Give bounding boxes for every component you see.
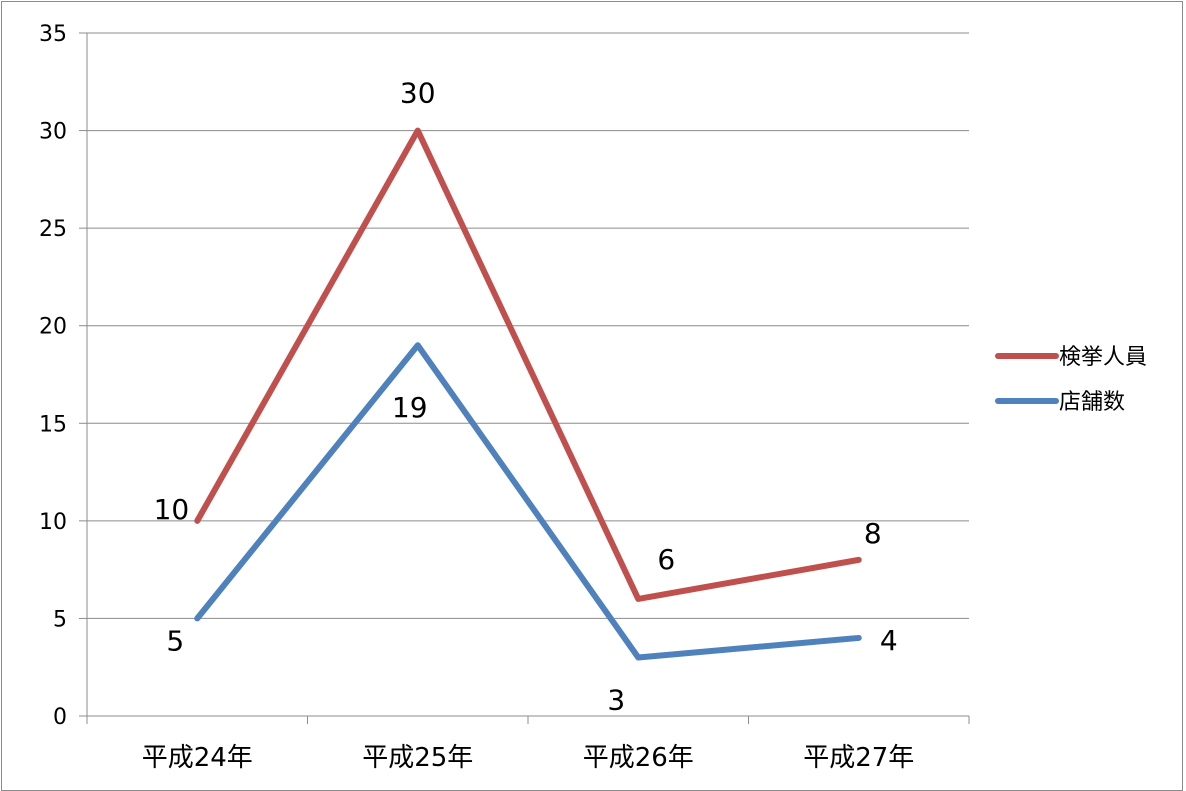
y-tick-label: 30 — [39, 120, 67, 145]
data-label: 30 — [400, 77, 436, 110]
series-line-1 — [194, 127, 862, 602]
x-tick-label: 平成26年 — [583, 743, 694, 773]
data-label: 4 — [880, 624, 898, 657]
gridlines — [87, 32, 969, 619]
data-label: 10 — [154, 493, 190, 526]
legend-label: 店舗数 — [1059, 390, 1125, 415]
y-tick-label: 25 — [39, 217, 67, 242]
data-labels: 10 30 6 8 5 19 3 4 — [154, 77, 898, 717]
legend-label: 検挙人員 — [1059, 345, 1147, 370]
data-label: 8 — [864, 517, 882, 550]
y-tick-label: 0 — [53, 705, 67, 730]
series — [194, 127, 862, 661]
data-label: 19 — [392, 391, 428, 424]
x-tick-label: 平成25年 — [362, 743, 473, 773]
series-line-2 — [194, 342, 862, 661]
x-tick-label: 平成27年 — [803, 743, 914, 773]
y-tick-label: 35 — [39, 22, 67, 47]
x-tick-label: 平成24年 — [142, 743, 253, 773]
y-tick-label: 15 — [39, 412, 67, 437]
data-label: 5 — [166, 624, 184, 657]
y-tick-label: 20 — [39, 315, 67, 340]
data-label: 3 — [607, 683, 625, 716]
data-label: 6 — [657, 543, 675, 576]
y-tick-label: 10 — [39, 510, 67, 535]
y-tick-label: 5 — [53, 607, 67, 632]
